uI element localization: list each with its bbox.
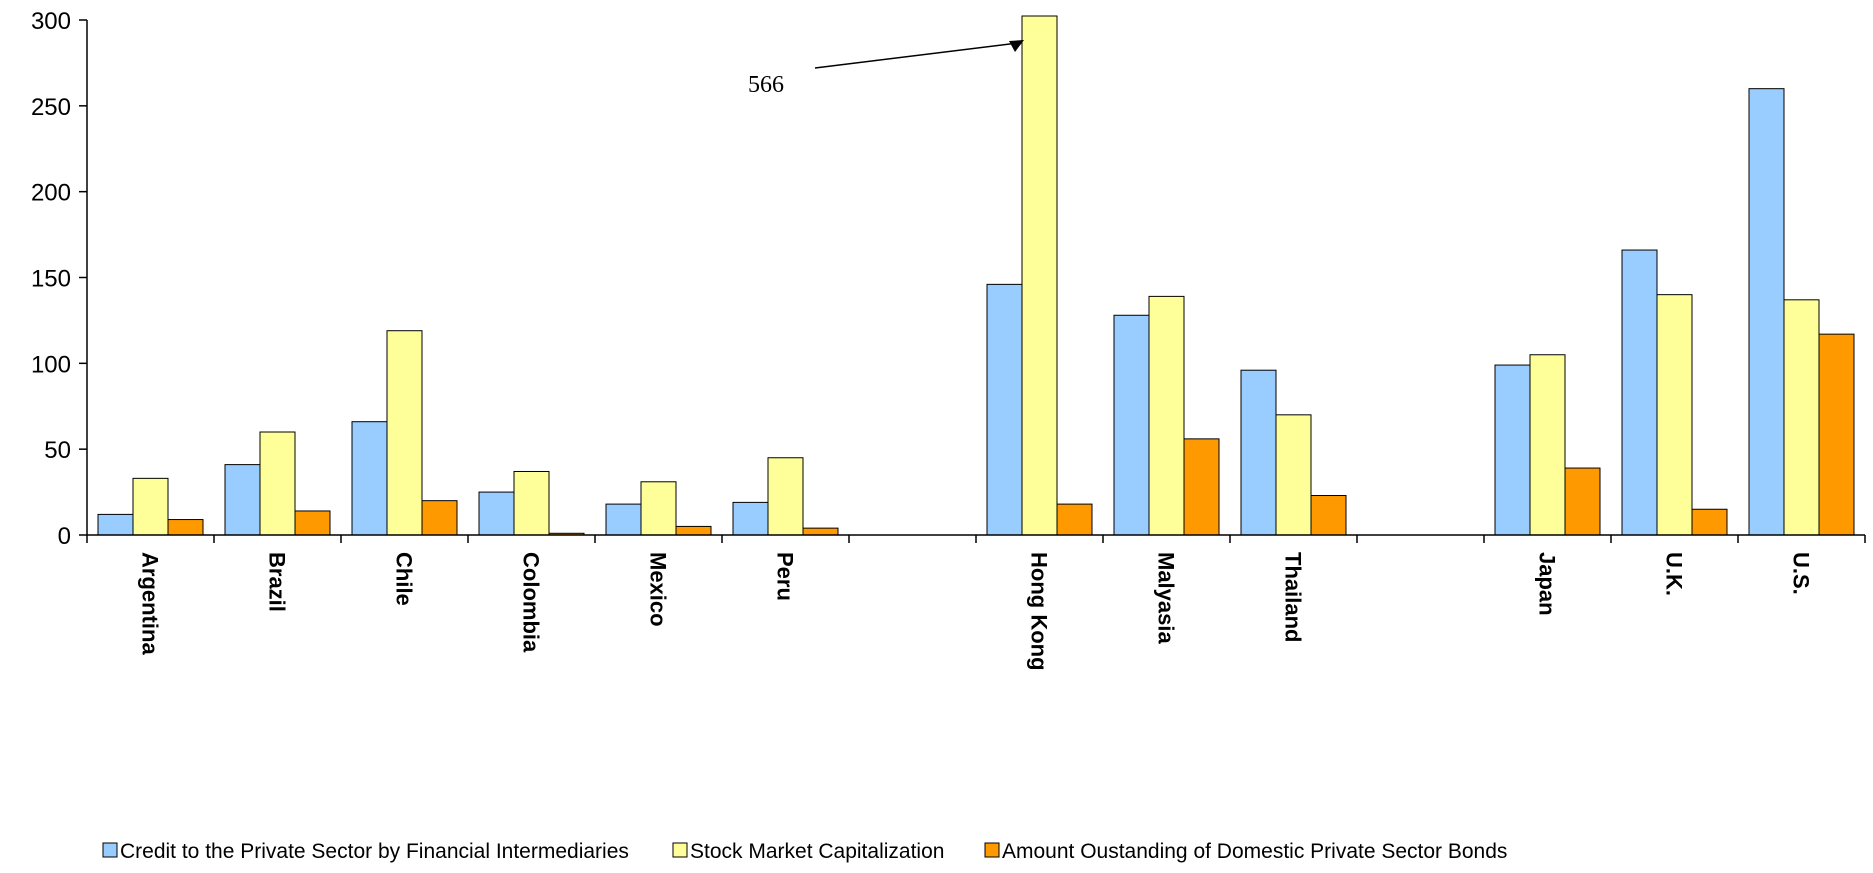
- bar: [421, 500, 458, 536]
- bar: [167, 519, 204, 536]
- bar: [97, 513, 134, 536]
- legend-label: Amount Oustanding of Domestic Private Se…: [1002, 840, 1507, 863]
- bar: [640, 481, 677, 536]
- bar: [132, 477, 169, 536]
- bar: [224, 464, 261, 536]
- bar: [767, 457, 804, 536]
- bar: [1748, 88, 1785, 536]
- bar: [1621, 249, 1658, 536]
- bar: [294, 510, 331, 536]
- x-category-label: Thailand: [1281, 552, 1306, 642]
- x-category-label: Hong Kong: [1027, 552, 1052, 671]
- bar: [1529, 354, 1566, 536]
- y-tick-label: 0: [58, 523, 71, 550]
- legend-swatch: [672, 842, 688, 858]
- bar: [478, 491, 515, 536]
- bar: [802, 527, 839, 536]
- annotation-arrow-line: [814, 42, 1019, 69]
- bar: [1783, 299, 1820, 536]
- legend-swatch: [102, 842, 118, 858]
- bar: [1656, 294, 1693, 536]
- y-tick-label: 250: [31, 94, 71, 121]
- x-category-label: Chile: [392, 552, 417, 606]
- annotation-label: 566: [748, 72, 784, 98]
- bar: [1275, 414, 1312, 536]
- x-category-label: Brazil: [265, 552, 290, 612]
- x-category-label: Colombia: [519, 552, 544, 653]
- legend-label: Stock Market Capitalization: [690, 840, 944, 863]
- bar: [986, 283, 1023, 536]
- y-tick-label: 150: [31, 266, 71, 293]
- x-category-label: Japan: [1535, 552, 1560, 616]
- bar: [1148, 295, 1185, 536]
- x-category-label: Mexico: [646, 552, 671, 627]
- x-axis: Argentina Brazil Chile Colombia Mexico Peru Ho…: [86, 534, 1866, 671]
- bar: [1564, 467, 1601, 536]
- bar: [386, 330, 423, 536]
- legend-swatch: [984, 842, 1000, 858]
- bar: [1183, 438, 1220, 536]
- bar: [675, 525, 712, 536]
- x-category-label: Malyasia: [1154, 552, 1179, 644]
- bar: [1113, 314, 1150, 536]
- bars: [97, 15, 1855, 536]
- x-category-label: U.K.: [1662, 552, 1687, 596]
- y-tick-label: 50: [44, 437, 71, 464]
- bar: [351, 421, 388, 536]
- x-category-label: Argentina: [138, 552, 163, 655]
- x-category-label: Peru: [773, 552, 798, 601]
- x-category-label: U.S.: [1789, 552, 1814, 595]
- y-tick-label: 100: [31, 351, 71, 378]
- legend-label: Credit to the Private Sector by Financia…: [120, 840, 629, 863]
- y-tick-label: 200: [31, 180, 71, 207]
- bar: [732, 501, 769, 536]
- bar: [1240, 369, 1277, 536]
- bar: [605, 503, 642, 536]
- annotation-arrowhead: [1009, 40, 1024, 52]
- bar: [259, 431, 296, 536]
- bar: [1310, 495, 1347, 536]
- y-axis: 0 50 100 150 200 250 300: [31, 8, 88, 550]
- bar: [513, 470, 550, 536]
- bar: [1494, 364, 1531, 536]
- bar: [1021, 15, 1058, 536]
- bar: [1691, 508, 1728, 536]
- legend: Credit to the Private Sector by Financia…: [102, 840, 1507, 863]
- annotations: 566: [748, 40, 1024, 98]
- y-tick-label: 300: [31, 8, 71, 35]
- bar: [1056, 503, 1093, 536]
- bar: [1818, 333, 1855, 536]
